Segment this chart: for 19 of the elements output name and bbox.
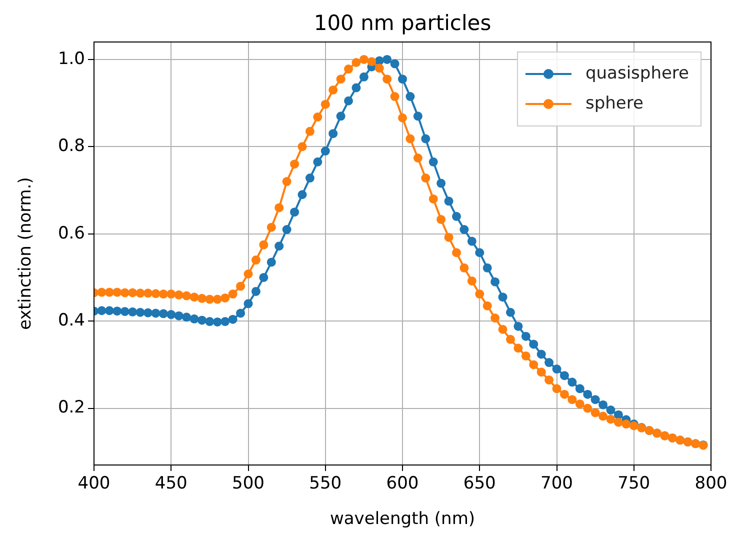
legend-label: quasisphere	[585, 63, 690, 84]
y-tick-label: 1.0	[58, 48, 85, 69]
x-axis-title: wavelength (nm)	[330, 509, 476, 529]
x-tick-label: 550	[309, 474, 342, 494]
x-tick-label: 650	[463, 474, 496, 494]
x-tick-label: 500	[232, 474, 264, 494]
x-tick-label: 800	[694, 474, 728, 494]
x-tick-label: 600	[386, 474, 419, 494]
y-tick-label: 0.8	[58, 136, 85, 156]
y-axis-title: extinction (norm.)	[15, 177, 36, 330]
chart-title: 100 nm particles	[314, 11, 492, 35]
x-tick-label: 700	[540, 474, 573, 494]
y-tick-label: 0.4	[58, 310, 85, 331]
legend-label: sphere	[585, 93, 644, 114]
x-tick-label: 400	[78, 474, 110, 494]
y-tick-label: 0.6	[58, 223, 85, 244]
x-tick-label: 450	[154, 474, 188, 494]
y-tick-label: 0.2	[58, 398, 85, 418]
x-tick-label: 750	[618, 474, 650, 494]
